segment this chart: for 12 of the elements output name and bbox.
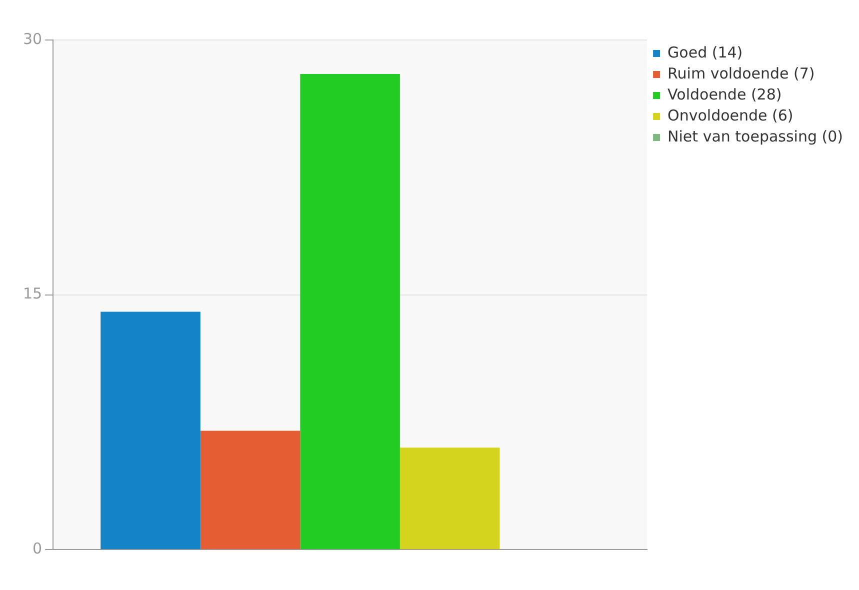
y-tick-label: 0: [32, 539, 42, 558]
legend-label: Goed (14): [668, 43, 743, 62]
y-tick-label: 30: [22, 30, 42, 48]
legend-label: Onvoldoende (6): [668, 106, 794, 124]
bar: [200, 430, 300, 550]
y-tick-label: 15: [22, 284, 42, 303]
bar: [300, 74, 400, 550]
legend-label: Ruim voldoende (7): [668, 64, 815, 82]
legend-label: Niet van toepassing (0): [668, 127, 843, 146]
bar: [100, 312, 200, 550]
bar: [400, 448, 500, 550]
legend-label: Voldoende (28): [668, 85, 782, 104]
